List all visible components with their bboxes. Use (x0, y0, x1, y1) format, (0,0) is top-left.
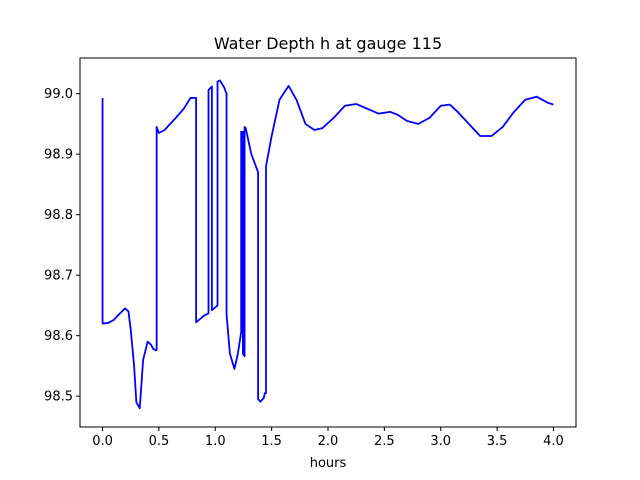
x-tick-label: 0.0 (92, 434, 113, 449)
series-line (101, 79, 554, 410)
y-tick-label: 99.0 (44, 87, 73, 102)
x-tick-label: 0.5 (149, 434, 170, 449)
x-tick-label: 2.0 (318, 434, 339, 449)
x-tick-label: 2.5 (374, 434, 395, 449)
y-tick-label: 98.8 (44, 208, 73, 223)
x-tick-label: 1.0 (205, 434, 226, 449)
x-tick-label: 3.5 (487, 434, 508, 449)
x-axis-label: hours (310, 456, 347, 471)
x-tick-label: 1.5 (261, 434, 282, 449)
x-tick-label: 4.0 (543, 434, 564, 449)
x-tick-label: 3.0 (430, 434, 451, 449)
y-tick-label: 98.9 (44, 148, 73, 163)
axes-frame (79, 57, 577, 428)
y-tick-label: 98.7 (44, 269, 73, 284)
plot-area: 0.0 0.5 1.0 1.5 2.0 2.5 3.0 3.5 4.0 98.5 98.6 98.7… (44, 57, 577, 449)
chart-title: Water Depth h at gauge 115 (214, 34, 442, 53)
y-tick-label: 98.6 (44, 329, 73, 344)
y-axis: 98.5 98.6 98.7 98.8 98.9 99.0 (44, 87, 80, 405)
y-tick-label: 98.5 (44, 390, 73, 405)
x-axis: 0.0 0.5 1.0 1.5 2.0 2.5 3.0 3.5 4.0 (92, 427, 564, 449)
